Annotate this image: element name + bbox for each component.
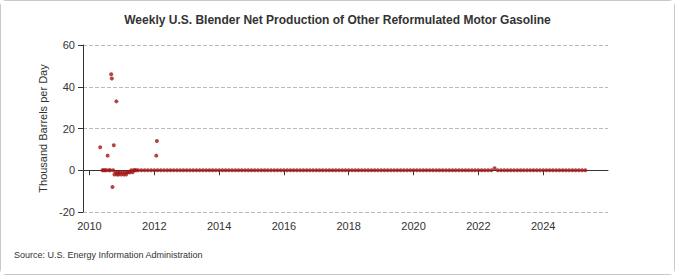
svg-text:2020: 2020: [401, 220, 425, 232]
svg-text:2010: 2010: [77, 220, 101, 232]
svg-text:40: 40: [63, 81, 75, 93]
svg-text:0: 0: [69, 164, 75, 176]
svg-text:2018: 2018: [336, 220, 360, 232]
svg-text:-20: -20: [59, 206, 75, 218]
svg-text:2016: 2016: [272, 220, 296, 232]
svg-text:Weekly U.S. Blender Net Produc: Weekly U.S. Blender Net Production of Ot…: [124, 13, 551, 27]
svg-text:60: 60: [63, 39, 75, 51]
svg-text:Source: U.S. Energy Informatio: Source: U.S. Energy Information Administ…: [14, 250, 203, 260]
svg-text:2014: 2014: [207, 220, 231, 232]
svg-text:20: 20: [63, 123, 75, 135]
svg-text:2012: 2012: [142, 220, 166, 232]
svg-text:2024: 2024: [531, 220, 555, 232]
svg-text:2022: 2022: [466, 220, 490, 232]
svg-text:Thousand Barrels per Day: Thousand Barrels per Day: [37, 64, 49, 193]
